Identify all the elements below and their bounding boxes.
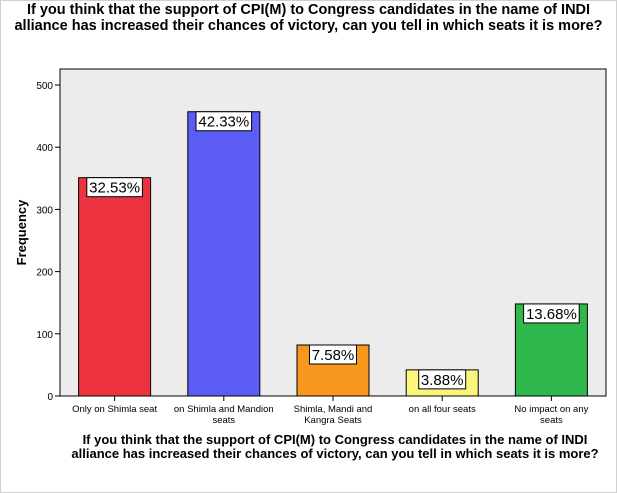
data-label: 32.53% <box>89 180 140 197</box>
data-label: 13.68% <box>526 306 577 323</box>
chart-title: If you think that the support of CPI(M) … <box>14 2 603 34</box>
x-tick-label: Only on Shimla seat <box>72 404 157 415</box>
x-tick-label-line: seats <box>212 415 235 426</box>
y-tick-label: 200 <box>36 268 53 279</box>
x-tick-label: on all four seats <box>409 404 476 415</box>
x-tick-label-line: No impact on any <box>514 404 588 415</box>
data-label-box <box>418 369 467 390</box>
x-tick-label: No impact on any seats <box>514 404 588 426</box>
bar <box>187 111 261 397</box>
data-label-box <box>309 344 357 365</box>
x-axis-label: If you think that the support of CPI(M) … <box>71 432 599 461</box>
data-label-box <box>195 111 253 132</box>
x-tick-label-line: seats <box>540 415 563 426</box>
x-tick-label-line: Kangra Seats <box>304 415 362 426</box>
x-tick-label-line: on Shimla and Mandion <box>174 404 274 415</box>
x-tick-label: Shimla, Mandi and Kangra Seats <box>294 404 373 426</box>
x-tick-label: on Shimla and Mandion seats <box>174 404 274 426</box>
data-label: 3.88% <box>421 372 464 389</box>
x-tick-label-line: Shimla, Mandi and <box>294 404 373 415</box>
x-tick-label-line: Only on Shimla seat <box>72 404 157 415</box>
y-tick-label: 300 <box>36 205 53 216</box>
y-tick-label: 400 <box>36 143 53 154</box>
y-tick-label: 500 <box>36 81 53 92</box>
bar <box>78 177 152 397</box>
y-tick-label: 100 <box>36 330 53 341</box>
y-tick-label: 0 <box>47 392 53 403</box>
x-tick-label-line: on all four seats <box>409 404 476 415</box>
data-label-box <box>86 177 143 198</box>
data-label: 7.58% <box>312 347 355 364</box>
y-axis-label: Frequency <box>14 199 29 266</box>
data-label-box <box>523 303 580 324</box>
data-label: 42.33% <box>198 114 249 131</box>
